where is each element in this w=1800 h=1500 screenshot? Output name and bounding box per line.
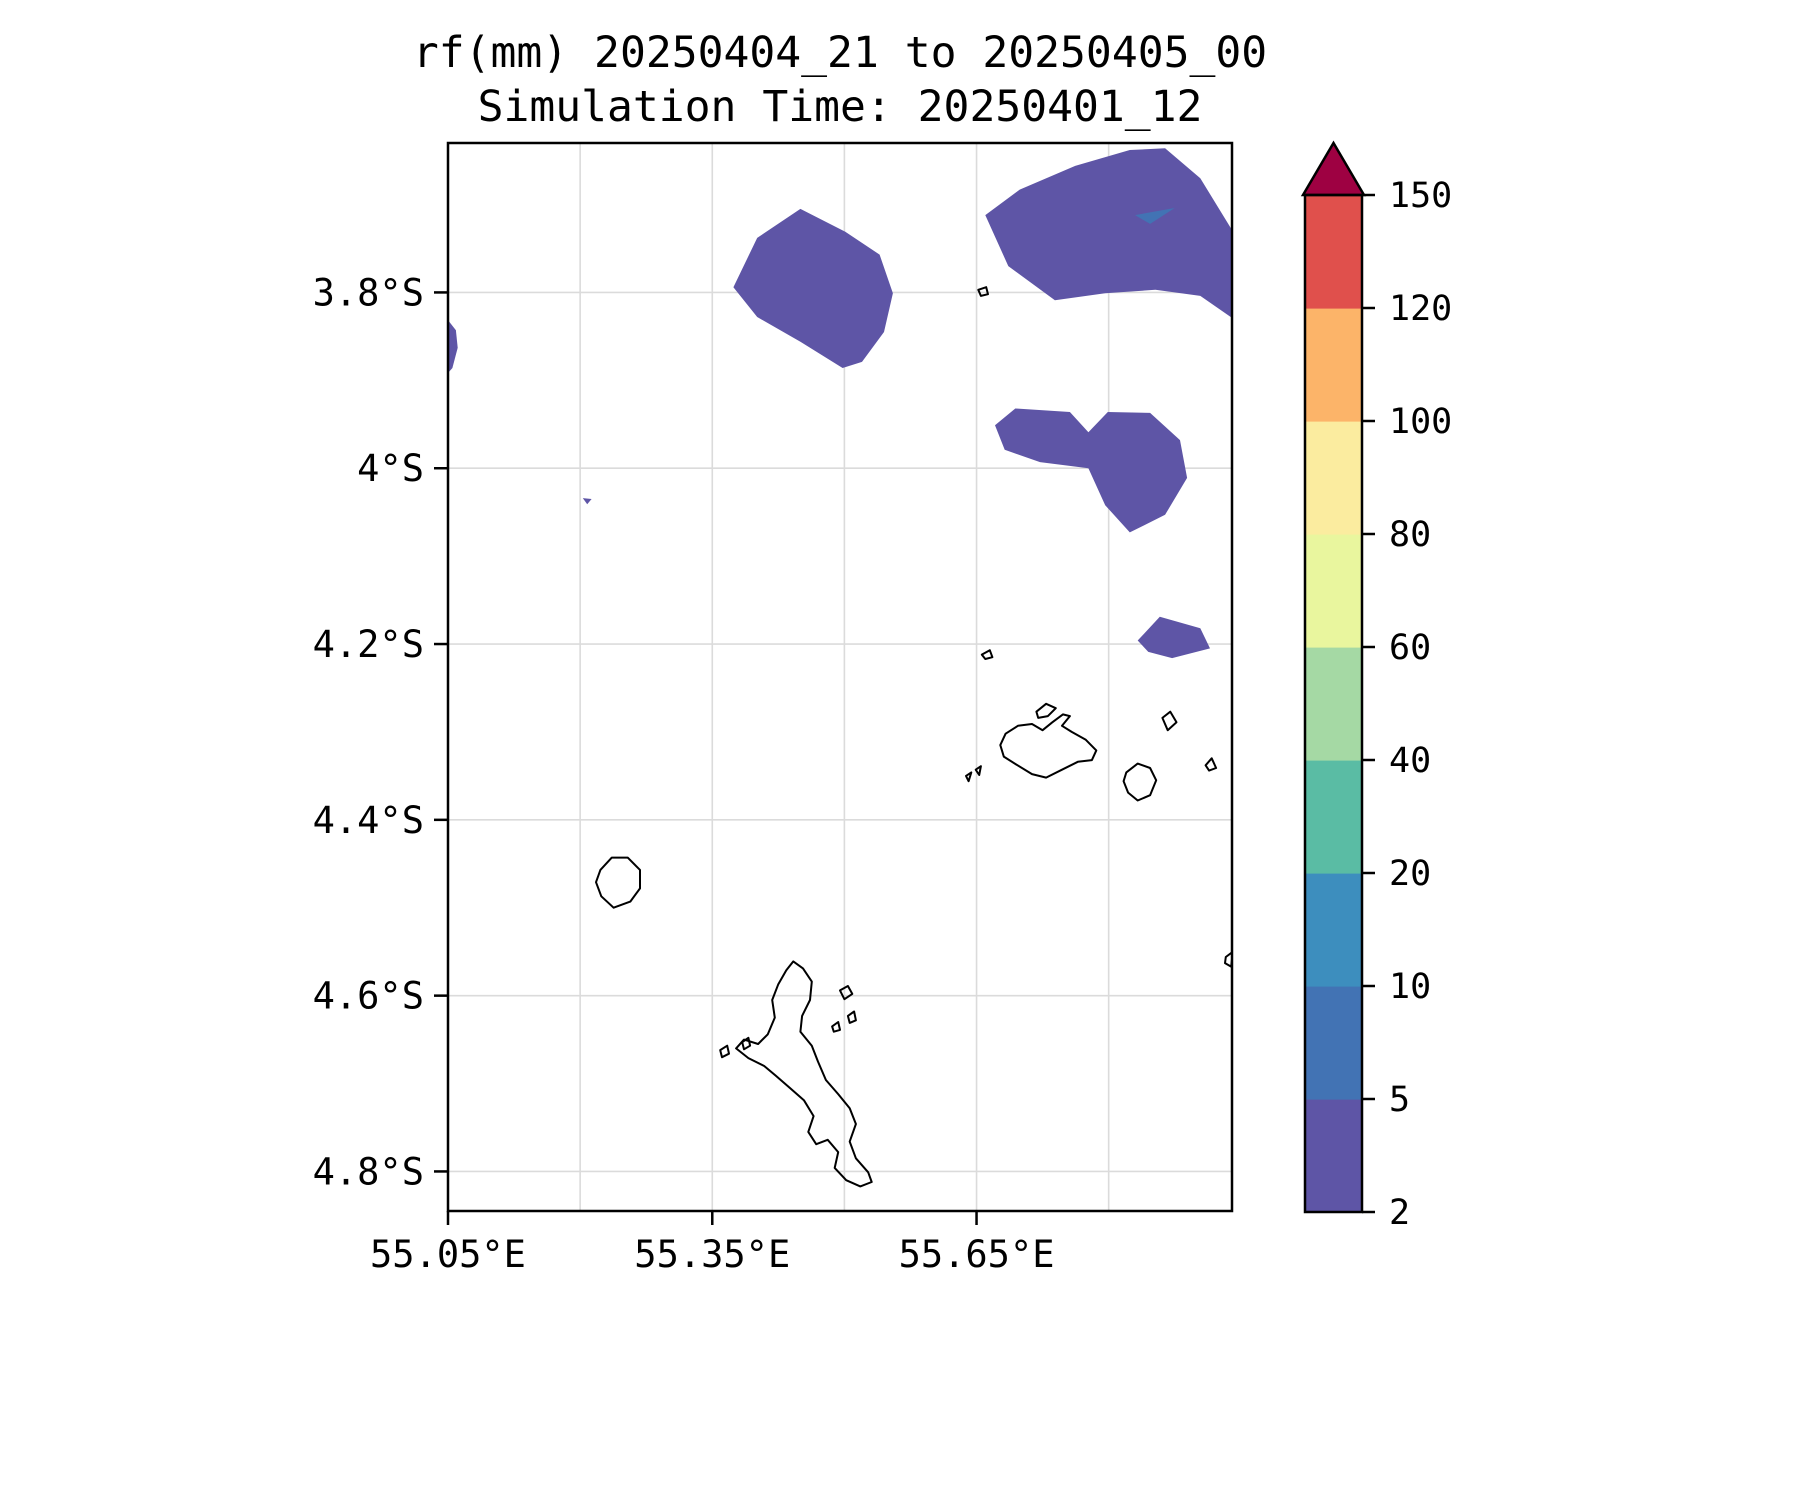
colorbar-segment xyxy=(1305,986,1362,1100)
colorbar-tick-label: 80 xyxy=(1389,515,1431,555)
x-tick-label: 55.35°E xyxy=(634,1233,790,1276)
y-tick-label: 4.2°S xyxy=(313,623,424,666)
colorbar-tick-label: 40 xyxy=(1389,741,1431,781)
coastline-islet-north-small xyxy=(980,649,994,660)
coastline-islet-west-of-large-1 xyxy=(719,1044,730,1059)
coastline-islet-east-of-large-2 xyxy=(846,1010,857,1024)
contour-region-spot-northeast-inner xyxy=(1135,208,1175,224)
coastline-island-east-small xyxy=(1122,762,1158,802)
colorbar-tick-label: 5 xyxy=(1389,1080,1410,1120)
y-tick-label: 4°S xyxy=(357,447,424,490)
plot-title: rf(mm) 20250404_21 to 20250405_00 xyxy=(412,28,1268,78)
coastline-islet-northeast-small xyxy=(1161,710,1178,732)
contour-region-blob-north-central xyxy=(733,208,893,368)
plot-subtitle: Simulation Time: 20250401_12 xyxy=(477,82,1203,132)
colorbar-segment xyxy=(1305,1099,1362,1213)
y-tick-label: 4.6°S xyxy=(313,975,424,1018)
x-tick-label: 55.65°E xyxy=(899,1233,1055,1276)
colorbar-tick-label: 20 xyxy=(1389,854,1431,894)
plot-frame xyxy=(446,141,1234,1213)
coastline-island-mid-east xyxy=(999,713,1098,779)
coastline-islet-tiny-b xyxy=(974,765,982,776)
colorbar-frame xyxy=(1303,193,1364,1214)
colorbar-segment xyxy=(1305,534,1362,648)
colorbar-segment xyxy=(1305,760,1362,874)
colorbar-tick-label: 150 xyxy=(1389,176,1452,216)
coastline-islet-east-of-large-3 xyxy=(831,1021,841,1033)
colorbar-tick-label: 2 xyxy=(1389,1193,1410,1233)
colorbar-segment xyxy=(1305,647,1362,761)
coastline-island-west-round xyxy=(595,856,641,909)
colorbar-tick-label: 100 xyxy=(1389,402,1452,442)
colorbar-tick-label: 120 xyxy=(1389,289,1452,329)
coastline-islet-west-of-large-2 xyxy=(741,1036,752,1051)
coastline-island-large-south xyxy=(735,960,873,1188)
coastline-islet-north-of-mid-east xyxy=(1035,702,1057,719)
colorbar-tick-label: 60 xyxy=(1389,628,1431,668)
coastline-islet-top-small xyxy=(977,286,989,297)
coastline-islet-far-east xyxy=(1204,757,1218,772)
colorbar-over-arrow xyxy=(1300,140,1367,197)
colorbar-segment xyxy=(1305,308,1362,422)
colorbar-segment xyxy=(1305,195,1362,309)
contour-region-blob-northeast xyxy=(985,148,1232,318)
y-tick-label: 3.8°S xyxy=(313,271,424,314)
y-tick-label: 4.4°S xyxy=(313,799,424,842)
coastline-islet-tiny-a xyxy=(965,771,973,783)
colorbar-segment xyxy=(1305,873,1362,987)
coastline-islet-east-of-large-1 xyxy=(839,985,854,1001)
contour-region-blob-east xyxy=(995,408,1188,533)
colorbar-segment xyxy=(1305,421,1362,535)
colorbar-tick-label: 10 xyxy=(1389,967,1431,1007)
contour-region-blob-east-small xyxy=(1137,616,1210,659)
contour-region-dot-tiny-west xyxy=(582,498,592,505)
y-tick-label: 4.8°S xyxy=(313,1150,424,1193)
contour-region-sliver-west-edge xyxy=(448,320,458,374)
x-tick-label: 55.05°E xyxy=(370,1233,526,1276)
